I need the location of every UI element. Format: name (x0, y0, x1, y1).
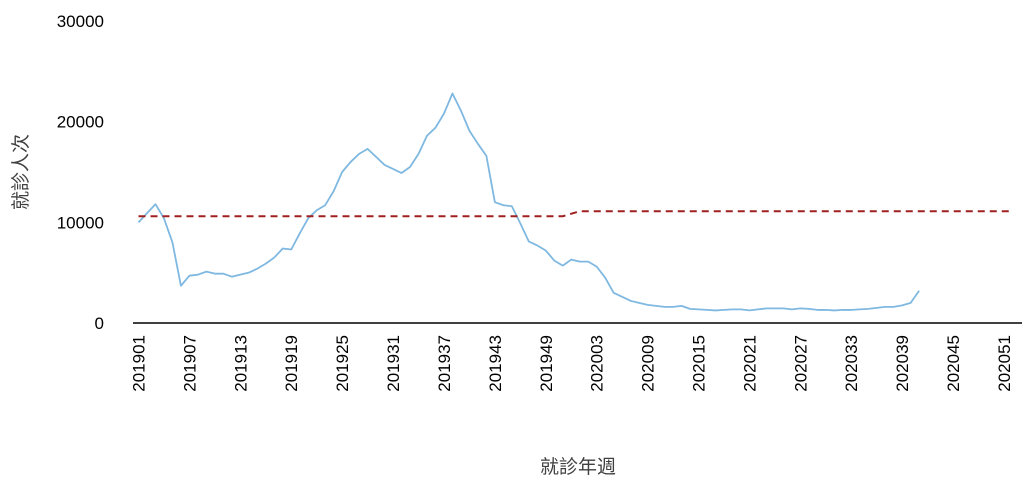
x-tick-label: 202027 (791, 335, 810, 392)
series-layer (137, 92, 1013, 312)
threshold-dashed-line (138, 210, 1013, 218)
x-axis-ticks: 201901 201907 201913 201919 201925 201931 2019… (130, 335, 1014, 392)
x-tick-label: 201949 (537, 335, 556, 392)
x-tick-label: 201901 (130, 335, 149, 392)
x-tick-label: 201925 (333, 335, 352, 392)
x-tick-label: 202051 (995, 335, 1014, 392)
y-tick-label: 0 (95, 314, 104, 333)
x-tick-label: 202009 (639, 335, 658, 392)
x-tick-label: 202021 (740, 335, 759, 392)
x-tick-label: 201943 (486, 335, 505, 392)
x-tick-label: 202033 (842, 335, 861, 392)
x-tick-label: 201931 (384, 335, 403, 392)
y-axis-title: 就診人次 (10, 134, 32, 210)
x-tick-label: 202003 (588, 335, 607, 392)
y-tick-label: 30000 (57, 12, 104, 31)
y-tick-label: 10000 (57, 213, 104, 232)
x-tick-label: 201919 (282, 335, 301, 392)
visits-line (137, 92, 920, 312)
x-tick-label: 202045 (944, 335, 963, 392)
x-tick-label: 202015 (690, 335, 709, 392)
y-axis-ticks: 0 10000 20000 30000 (57, 12, 104, 333)
x-tick-label: 201937 (435, 335, 454, 392)
x-tick-label: 201907 (180, 335, 199, 392)
x-axis-title: 就診年週 (540, 456, 616, 478)
x-tick-label: 202039 (893, 335, 912, 392)
x-tick-label: 201913 (231, 335, 250, 392)
y-tick-label: 20000 (57, 113, 104, 132)
